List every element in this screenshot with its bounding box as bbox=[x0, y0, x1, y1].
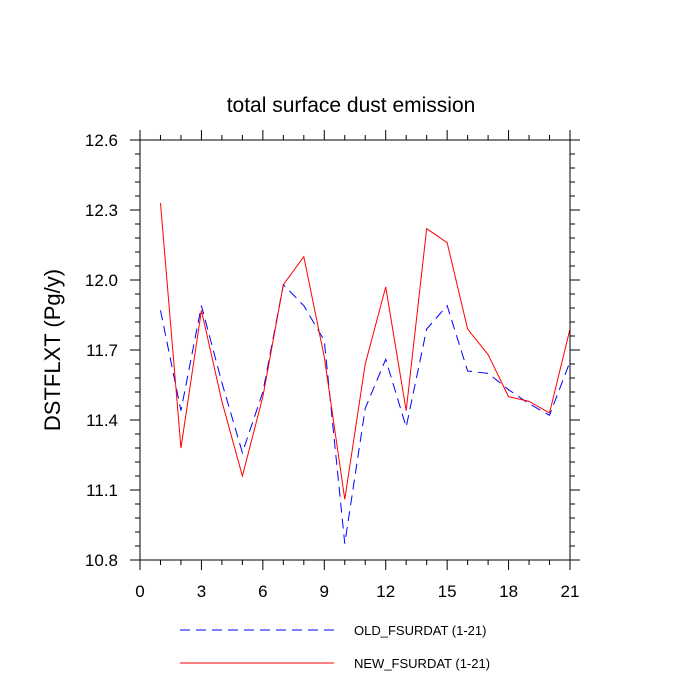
y-tick-label: 11.1 bbox=[86, 481, 118, 500]
series-line-new-fsurdat bbox=[159, 202, 571, 500]
legend: OLD_FSURDAT (1-21) NEW_FSURDAT (1-21) bbox=[180, 623, 490, 671]
y-tick-label: 12.3 bbox=[85, 201, 118, 220]
y-tick-label: 12.6 bbox=[85, 131, 118, 150]
y-tick-label: 10.8 bbox=[85, 551, 118, 570]
x-tick-label: 21 bbox=[561, 582, 580, 601]
x-tick-label: 9 bbox=[320, 582, 329, 601]
x-tick-label: 0 bbox=[135, 582, 144, 601]
legend-label-old-fsurdat: OLD_FSURDAT (1-21) bbox=[354, 623, 486, 638]
series-line-old-fsurdat bbox=[159, 283, 571, 544]
y-tick-label: 12.0 bbox=[85, 271, 118, 290]
plot-frame bbox=[139, 139, 571, 561]
x-tick-label: 15 bbox=[438, 582, 457, 601]
y-tick-label: 11.7 bbox=[86, 341, 118, 360]
x-tick-label: 3 bbox=[197, 582, 206, 601]
x-tick-label: 12 bbox=[376, 582, 395, 601]
chart-title: total surface dust emission bbox=[227, 94, 476, 117]
series-layer bbox=[159, 202, 571, 544]
x-tick-label: 6 bbox=[258, 582, 267, 601]
legend-label-new-fsurdat: NEW_FSURDAT (1-21) bbox=[354, 656, 490, 671]
y-tick-label: 11.4 bbox=[86, 411, 118, 430]
y-axis-label: DSTFLXT (Pg/y) bbox=[40, 269, 65, 431]
axis-ticks: 0 3 6 9 12 15 18 21 10.8 11.1 11.4 11.7 12.0 12.3 12.6 bbox=[85, 130, 580, 601]
x-tick-label: 18 bbox=[499, 582, 518, 601]
